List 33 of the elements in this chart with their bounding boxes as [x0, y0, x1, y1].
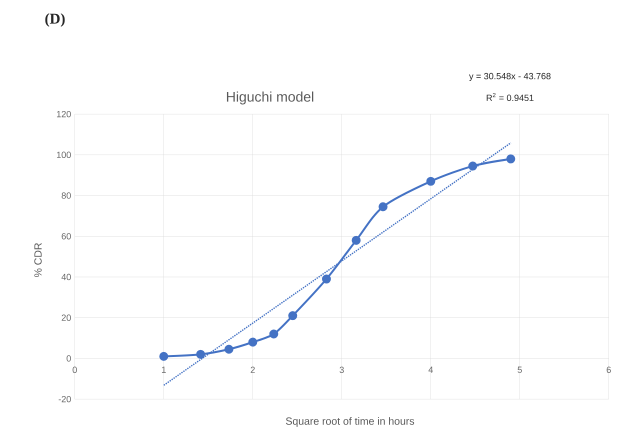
y-axis-title: % CDR [34, 243, 42, 278]
point [248, 338, 258, 347]
chart-title: Higuchi model [226, 91, 314, 104]
point [378, 202, 388, 212]
y-tick-label: 120 [56, 110, 71, 118]
point [468, 162, 478, 171]
point [352, 236, 361, 245]
x-tick-label: 1 [162, 366, 166, 373]
point [269, 329, 278, 338]
point [506, 154, 516, 164]
point [288, 311, 298, 320]
y-tick-label: 100 [56, 152, 71, 158]
y-tick-label: 40 [61, 274, 71, 280]
x-axis-title: Square root of time in hours [286, 417, 414, 427]
x-tick-label: 2 [250, 366, 255, 373]
point [196, 350, 206, 359]
y-tick-label: 60 [62, 233, 71, 240]
y-tick-label: 80 [62, 192, 71, 199]
text: R$^{2}$ = 0.9451 [486, 92, 534, 102]
point [426, 176, 436, 186]
text: y = 30.548x - 43.768 [469, 72, 551, 82]
text: (D) [45, 13, 65, 27]
x-tick-label: 4 [428, 366, 433, 373]
y-tick-label: -20 [58, 396, 71, 402]
x-tick-label: 6 [606, 366, 611, 373]
point [159, 352, 168, 361]
x-tick-label: 5 [518, 366, 522, 373]
y-tick-label: 20 [62, 314, 71, 321]
point [224, 344, 234, 354]
x-tick-label: 3 [340, 366, 344, 373]
x-tick-label: 0 [72, 366, 77, 373]
y-tick-label: 0 [66, 355, 71, 362]
point [322, 274, 331, 284]
